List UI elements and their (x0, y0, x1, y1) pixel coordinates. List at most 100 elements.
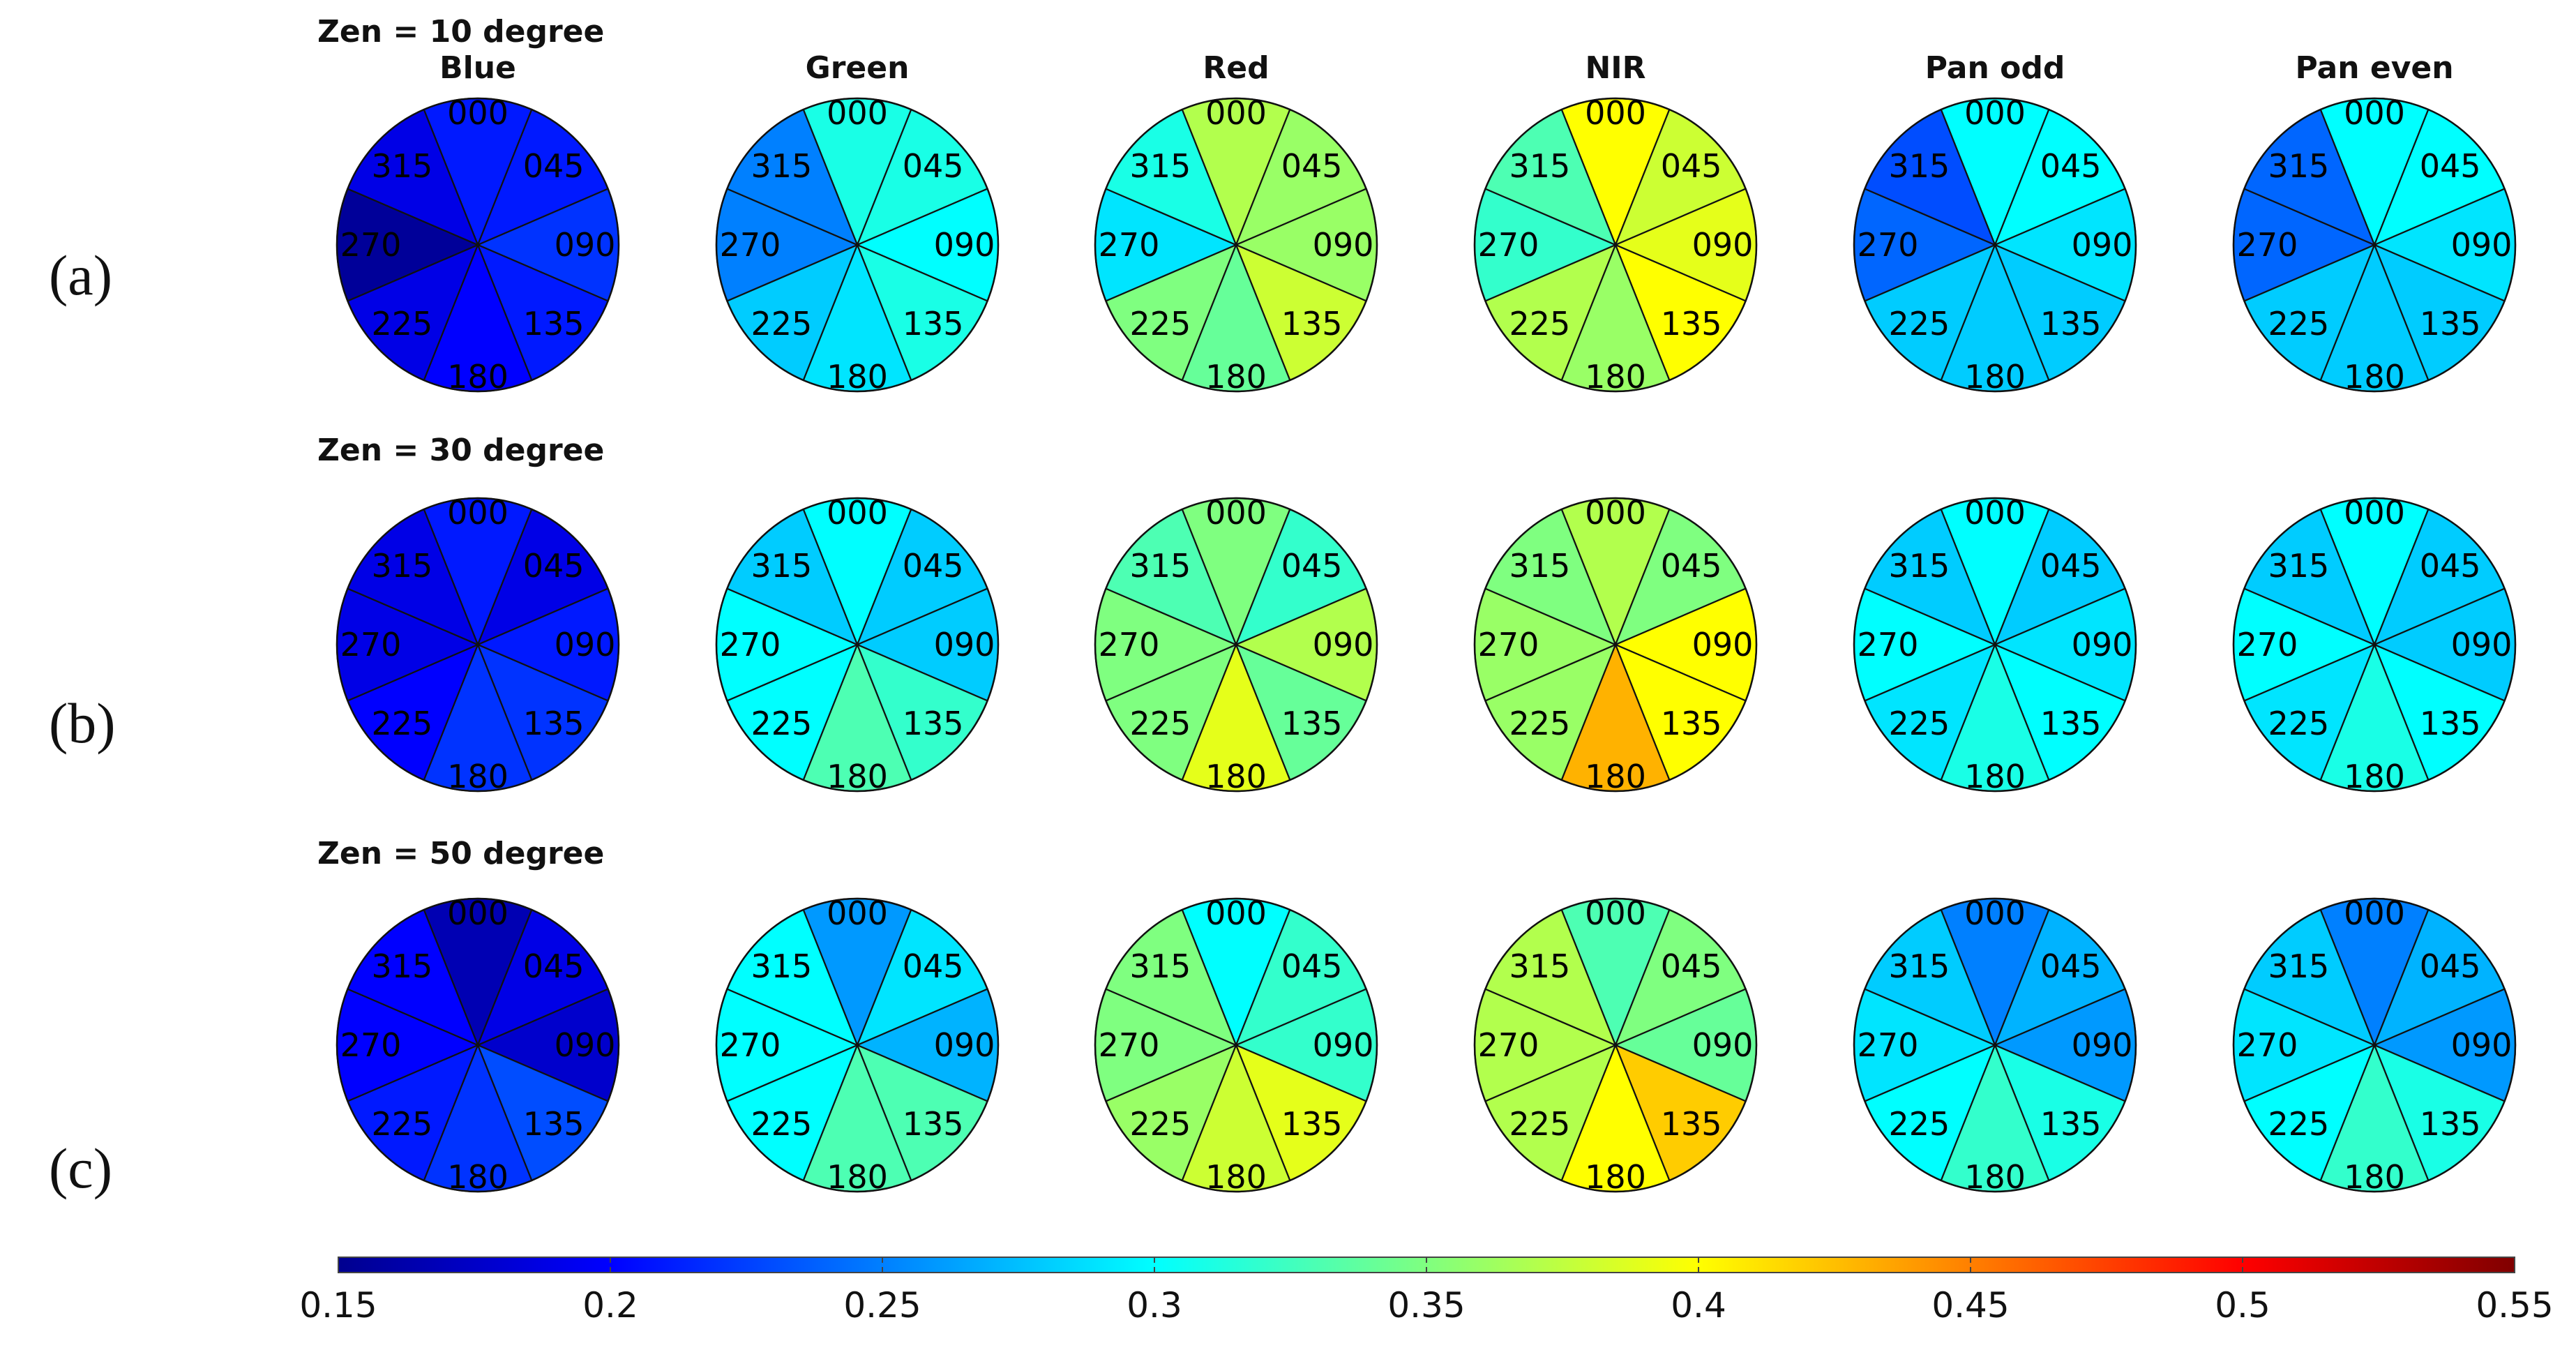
azimuth-label: 225 (1509, 1105, 1570, 1143)
azimuth-label: 315 (2268, 947, 2329, 985)
zenith-titles: Zen = 10 degree Zen = 30 degree Zen = 50 d… (317, 14, 604, 871)
colorbar-tick-label: 0.5 (2215, 1285, 2270, 1326)
colorbar: 0.15 0.2 0.25 0.3 0.35 0.4 0.45 0.5 0.55 (299, 1257, 2554, 1326)
azimuth-label: 090 (934, 1026, 995, 1064)
azimuth-label: 045 (2040, 147, 2102, 185)
row-label: (a) (49, 243, 112, 307)
azimuth-label: 270 (720, 226, 781, 264)
azimuth-label: 225 (2268, 705, 2329, 742)
azimuth-label: 315 (371, 547, 432, 585)
azimuth-label: 180 (827, 358, 888, 396)
band-title: Pan even (2295, 50, 2453, 86)
azimuth-label: 090 (1313, 626, 1374, 663)
row-labels: (a) (b) (c) (49, 243, 116, 1200)
azimuth-label: 045 (1661, 947, 1722, 985)
azimuth-label: 315 (1129, 547, 1191, 585)
azimuth-label: 270 (720, 626, 781, 663)
azimuth-label: 135 (903, 1105, 964, 1143)
azimuth-label: 315 (1509, 147, 1570, 185)
row-label: (b) (49, 691, 116, 755)
azimuth-label: 270 (720, 1026, 781, 1064)
colorbar-ticks: 0.15 0.2 0.25 0.3 0.35 0.4 0.45 0.5 0.55 (299, 1257, 2554, 1326)
sector-plot: 000 045 090 135 180 225 270 315 (336, 894, 620, 1196)
sector-plot: 000 045 090 135 180 225 270 315 (1473, 494, 1758, 795)
plot-outline (1094, 497, 1378, 793)
azimuth-label: 180 (2344, 758, 2405, 795)
azimuth-label: 090 (1313, 226, 1374, 264)
azimuth-label: 000 (1964, 94, 2026, 132)
colorbar-tick-label: 0.45 (1931, 1285, 2009, 1326)
azimuth-label: 135 (1281, 705, 1343, 742)
azimuth-label: 135 (2420, 705, 2481, 742)
sector-plot: 000 045 090 135 180 225 270 315 (1094, 894, 1378, 1196)
azimuth-label: 045 (1661, 547, 1722, 585)
azimuth-label: 135 (2420, 1105, 2481, 1143)
azimuth-label: 000 (1964, 494, 2026, 532)
plot-outline (1473, 897, 1758, 1193)
azimuth-label: 270 (2237, 1026, 2298, 1064)
azimuth-label: 090 (1313, 1026, 1374, 1064)
azimuth-label: 090 (2072, 226, 2133, 264)
sector-plot: 000 045 090 135 180 225 270 315 (2232, 94, 2517, 396)
azimuth-label: 135 (2040, 705, 2102, 742)
plot-outline (1853, 497, 2137, 793)
azimuth-label: 135 (1281, 305, 1343, 343)
azimuth-label: 000 (1205, 94, 1267, 132)
azimuth-label: 270 (340, 1026, 402, 1064)
plot-outline (715, 897, 1000, 1193)
plot-outline (715, 97, 1000, 393)
azimuth-label: 315 (1129, 947, 1191, 985)
azimuth-label: 315 (2268, 147, 2329, 185)
azimuth-label: 315 (1509, 547, 1570, 585)
azimuth-label: 090 (2451, 626, 2513, 663)
sector-plot: 000 045 090 135 180 225 270 315 (2232, 894, 2517, 1196)
azimuth-label: 090 (555, 626, 616, 663)
azimuth-label: 045 (1281, 547, 1343, 585)
azimuth-label: 225 (751, 1105, 812, 1143)
azimuth-label: 135 (2420, 305, 2481, 343)
azimuth-label: 180 (1205, 1158, 1267, 1196)
azimuth-label: 225 (1129, 705, 1191, 742)
band-title: Blue (439, 50, 516, 86)
azimuth-label: 045 (2420, 147, 2481, 185)
azimuth-label: 045 (523, 947, 585, 985)
sector-plots: 000 045 090 135 180 225 270 315 000 045 090 135 180 2… (336, 94, 2517, 1196)
azimuth-label: 000 (2344, 94, 2405, 132)
colorbar-tick-label: 0.25 (843, 1285, 921, 1326)
azimuth-label: 045 (903, 147, 964, 185)
azimuth-label: 135 (2040, 1105, 2102, 1143)
azimuth-label: 045 (2420, 547, 2481, 585)
band-title: Green (806, 50, 910, 86)
azimuth-label: 315 (751, 947, 812, 985)
row-label: (c) (49, 1137, 112, 1200)
azimuth-label: 135 (523, 305, 585, 343)
azimuth-label: 000 (447, 494, 509, 532)
azimuth-label: 135 (903, 705, 964, 742)
sector-plot: 000 045 090 135 180 225 270 315 (1094, 94, 1378, 396)
sector-plot: 000 045 090 135 180 225 270 315 (715, 494, 1000, 795)
sector-plot: 000 045 090 135 180 225 270 315 (1853, 94, 2137, 396)
sector-plot: 000 045 090 135 180 225 270 315 (1473, 894, 1758, 1196)
azimuth-label: 000 (827, 494, 888, 532)
zenith-title: Zen = 30 degree (317, 433, 604, 468)
azimuth-label: 180 (1205, 758, 1267, 795)
plot-outline (1094, 97, 1378, 393)
azimuth-label: 315 (751, 147, 812, 185)
azimuth-label: 270 (2237, 626, 2298, 663)
azimuth-label: 135 (1661, 305, 1722, 343)
azimuth-label: 315 (1888, 947, 1950, 985)
azimuth-label: 090 (1692, 626, 1754, 663)
azimuth-label: 270 (1099, 226, 1160, 264)
azimuth-label: 225 (1888, 305, 1950, 343)
azimuth-label: 135 (903, 305, 964, 343)
azimuth-label: 090 (934, 226, 995, 264)
plot-outline (2232, 97, 2517, 393)
azimuth-label: 090 (2451, 1026, 2513, 1064)
azimuth-label: 225 (2268, 305, 2329, 343)
colorbar-tick-label: 0.2 (582, 1285, 638, 1326)
sector-plot: 000 045 090 135 180 225 270 315 (715, 94, 1000, 396)
azimuth-label: 225 (751, 705, 812, 742)
azimuth-label: 180 (827, 758, 888, 795)
azimuth-label: 225 (751, 305, 812, 343)
azimuth-label: 000 (1585, 894, 1646, 932)
